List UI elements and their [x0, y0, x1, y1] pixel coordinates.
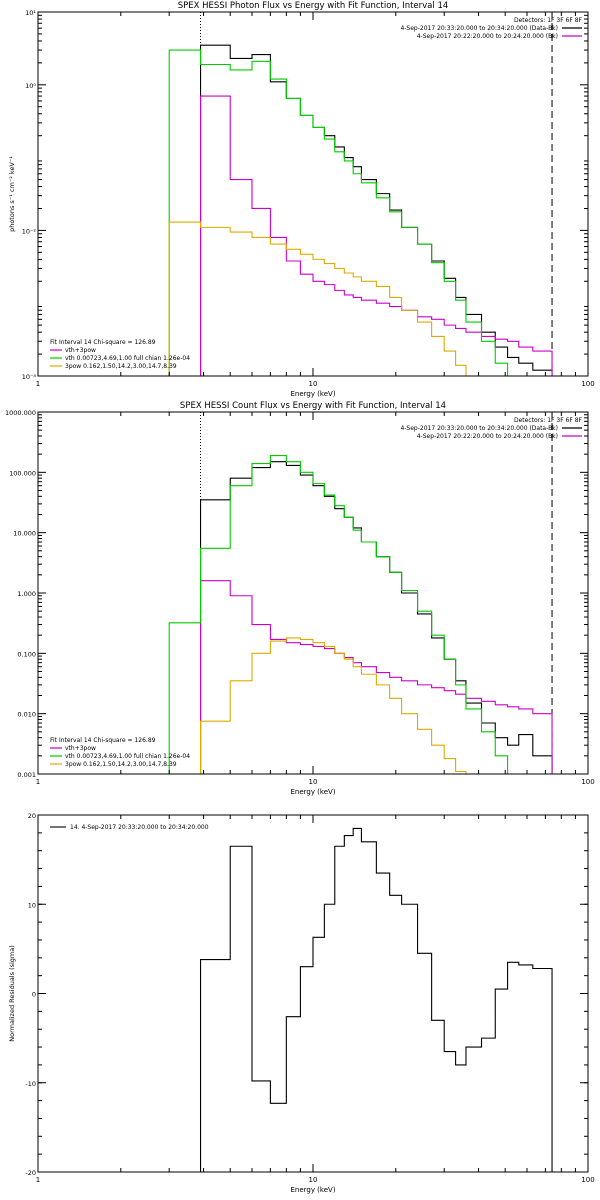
x-tick-label: 100 — [581, 1176, 594, 1184]
y-tick-label: 20 — [28, 812, 36, 820]
series-group — [168, 454, 553, 774]
chart-panel-1: SPEX HESSI Photon Flux vs Energy with Fi… — [8, 1, 595, 398]
legend-header: Detectors: 1F 3F 6F 8F — [514, 417, 583, 424]
chart-title: SPEX HESSI Count Flux vs Energy with Fit… — [180, 401, 446, 411]
fit-annotation-label: vth+3pow — [65, 745, 96, 752]
series-line-3 — [168, 454, 519, 774]
series-group — [199, 827, 553, 1172]
y-tick-label: 10.000 — [13, 530, 36, 538]
chart-panel-3: 1 10 100 -20 -10 0 10 20 Energy (keV) Normalized … — [8, 812, 595, 1194]
fit-annotation: Fit Interval 14 Chi-square = 126.89vth+3… — [50, 339, 190, 370]
series-line-3 — [168, 49, 519, 376]
x-axis-label: Energy (keV) — [290, 788, 335, 796]
y-tick-label: 0.100 — [17, 650, 36, 658]
legend-header: Detectors: 1F 3F 6F 8F — [514, 17, 583, 24]
fit-annotation-label: vth 0.00723,4.69,1.00 full chian 1.26e-0… — [65, 753, 190, 760]
chart-title: SPEX HESSI Photon Flux vs Energy with Fi… — [178, 1, 449, 11]
y-tick-label: 1.000 — [17, 590, 36, 598]
fit-annotation-label: 3pow 0.162,1.50,14.2,3.00,14.7,8.39 — [65, 761, 177, 768]
y-tick-label: -20 — [25, 1169, 36, 1177]
x-axis-label: Energy (keV) — [290, 390, 335, 398]
panels: SPEX HESSI Photon Flux vs Energy with Fi… — [5, 1, 595, 1194]
y-tick-label: 10⁰ — [25, 82, 36, 90]
y-axis-label: Normalized Residuals (sigma) — [8, 945, 16, 1042]
x-tick-label: 100 — [581, 778, 594, 786]
x-tick-label: 1 — [36, 1176, 40, 1184]
fit-annotation-label: vth 0.00723,4.69,1.00 full chian 1.26e-0… — [65, 355, 190, 362]
y-tick-label: 10 — [28, 901, 36, 909]
legend-entry-label: 4-Sep-2017 20:33:20.000 to 20:34:20.000 … — [400, 425, 558, 432]
y-tick-label: 0.010 — [17, 711, 36, 719]
series-group — [168, 44, 553, 376]
y-tick-label: 100.000 — [9, 469, 36, 477]
x-tick-label: 10 — [309, 778, 318, 786]
legend-top-right: Detectors: 1F 3F 6F 8F4-Sep-2017 20:33:2… — [400, 417, 582, 440]
legend-top-right: Detectors: 1F 3F 6F 8F4-Sep-2017 20:33:2… — [400, 17, 582, 40]
fit-annotation: Fit Interval 14 Chi-square = 126.89vth+3… — [50, 737, 190, 768]
fit-annotation-label: vth+3pow — [65, 347, 96, 354]
y-tick-label: 0.001 — [17, 771, 36, 779]
legend-entry-label: 4-Sep-2017 20:22:20.000 to 20:24:20.000 … — [417, 433, 558, 440]
x-tick-label: 100 — [581, 380, 594, 388]
x-tick-label: 1 — [36, 380, 40, 388]
y-tick-label: 10⁻² — [22, 227, 37, 235]
legend-top-left: 14. 4-Sep-2017 20:33:20.000 to 20:34:20.… — [50, 824, 209, 831]
series-line-1 — [199, 827, 553, 1172]
x-axis-label: Energy (keV) — [290, 1186, 335, 1194]
y-tick-label: 1000.000 — [5, 409, 36, 417]
fit-annotation-header: Fit Interval 14 Chi-square = 126.89 — [50, 339, 156, 346]
y-tick-label: 10⁻⁴ — [22, 373, 37, 381]
y-tick-label: 0 — [32, 991, 36, 999]
x-tick-label: 10 — [309, 380, 318, 388]
fit-annotation-label: 3pow 0.162,1.50,14.2,3.00,14.7,8.39 — [65, 363, 177, 370]
y-tick-label: -10 — [25, 1080, 36, 1088]
y-tick-label: 10¹ — [25, 9, 36, 17]
series-line-4 — [199, 637, 467, 774]
legend-entry-label: 4-Sep-2017 20:22:20.000 to 20:24:20.000 … — [417, 33, 558, 40]
y-axis-label: photons s⁻¹ cm⁻² keV⁻¹ — [8, 156, 16, 232]
x-tick-label: 1 — [36, 778, 40, 786]
fit-annotation-header: Fit Interval 14 Chi-square = 126.89 — [50, 737, 156, 744]
x-tick-label: 10 — [309, 1176, 318, 1184]
legend-entry-label: 14. 4-Sep-2017 20:33:20.000 to 20:34:20.… — [70, 824, 209, 831]
series-line-4 — [168, 221, 482, 376]
chart-panel-2: SPEX HESSI Count Flux vs Energy with Fit… — [5, 401, 595, 796]
legend-entry-label: 4-Sep-2017 20:33:20.000 to 20:34:20.000 … — [400, 25, 558, 32]
